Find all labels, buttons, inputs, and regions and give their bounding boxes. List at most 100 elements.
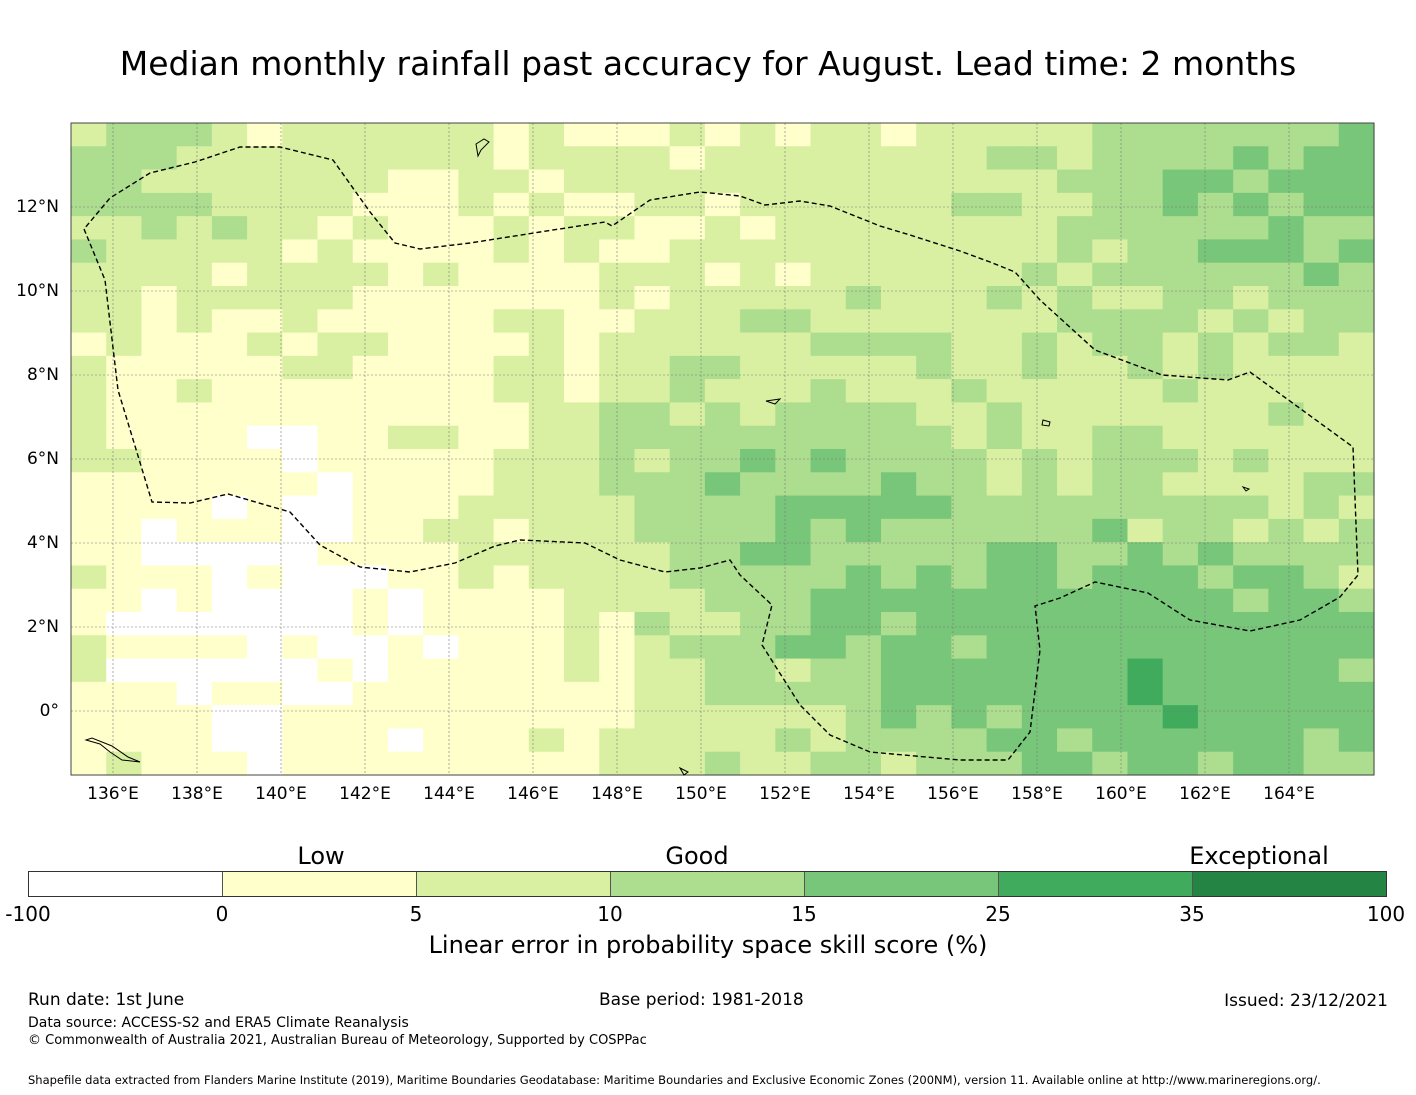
category-exceptional: Exceptional — [1189, 842, 1329, 870]
grid-cell — [1197, 192, 1234, 217]
grid-cell — [599, 681, 636, 706]
grid-cell — [634, 518, 671, 543]
grid-cell — [247, 751, 283, 776]
grid-cell — [352, 472, 389, 497]
grid-cell — [141, 635, 178, 660]
grid-cell — [528, 379, 565, 404]
grid-cell — [810, 681, 847, 706]
grid-cell — [810, 262, 847, 287]
grid-cell — [493, 635, 530, 660]
grid-cell — [1303, 728, 1340, 753]
colorbar-segment — [29, 872, 223, 896]
grid-cell — [634, 612, 671, 636]
grid-cell — [775, 612, 812, 636]
grid-cell — [845, 355, 882, 380]
grid-cell — [951, 565, 988, 590]
grid-cell — [634, 123, 671, 147]
grid-cell — [775, 262, 812, 287]
grid-cell — [1021, 239, 1058, 264]
grid-cell — [141, 402, 178, 427]
grid-cell — [1268, 751, 1305, 776]
grid-cell — [317, 542, 354, 567]
grid-cell — [1092, 239, 1129, 264]
grid-cell — [1338, 449, 1375, 473]
grid-cell — [458, 262, 495, 287]
grid-cell — [775, 425, 812, 450]
grid-cell — [211, 565, 248, 590]
grid-cell — [951, 472, 988, 497]
grid-cell — [176, 658, 213, 683]
grid-cell — [845, 192, 882, 217]
grid-cell — [282, 309, 319, 334]
grid-cell — [1233, 146, 1269, 171]
grid-cell — [282, 472, 319, 497]
grid-cell — [106, 332, 143, 357]
grid-cell — [1233, 518, 1269, 543]
grid-cell — [951, 612, 988, 636]
grid-cell — [1268, 332, 1305, 357]
grid-cell — [845, 169, 882, 194]
grid-cell — [740, 123, 776, 147]
grid-cell — [282, 123, 319, 147]
grid-cell — [247, 309, 283, 334]
grid-cell — [528, 565, 565, 590]
grid-cell — [247, 332, 283, 357]
grid-cell — [1303, 472, 1340, 497]
grid-cell — [1303, 518, 1340, 543]
grid-cell — [423, 355, 459, 380]
grid-cell — [1303, 658, 1340, 683]
grid-cell — [916, 123, 953, 147]
grid-cell — [1057, 542, 1093, 567]
grid-cell — [1092, 495, 1129, 520]
grid-cell — [352, 658, 389, 683]
grid-cell — [458, 658, 495, 683]
grid-cell — [528, 239, 565, 264]
grid-cell — [1162, 309, 1199, 334]
grid-cell — [1127, 239, 1164, 264]
grid-cell — [528, 216, 565, 241]
grid-cell — [1197, 216, 1234, 241]
grid-cell — [352, 635, 389, 660]
grid-cell — [1057, 239, 1093, 264]
grid-cell — [387, 449, 424, 473]
grid-cell — [775, 402, 812, 427]
grid-cell — [71, 472, 107, 497]
grid-cell — [951, 542, 988, 567]
grid-cell — [880, 379, 917, 404]
grid-cell — [1127, 286, 1164, 310]
grid-cell — [564, 565, 600, 590]
grid-cell — [282, 146, 319, 171]
grid-cell — [387, 286, 424, 310]
lon-tick-148e: 148°E — [591, 784, 643, 804]
grid-cell — [317, 402, 354, 427]
grid-cell — [1057, 635, 1093, 660]
grid-cell — [951, 192, 988, 217]
grid-cell — [634, 472, 671, 497]
grid-cell — [493, 705, 530, 730]
grid-cell — [1268, 239, 1305, 264]
grid-cell — [317, 565, 354, 590]
grid-cell — [528, 286, 565, 310]
grid-cell — [282, 705, 319, 730]
grid-cell — [916, 286, 953, 310]
grid-cell — [71, 402, 107, 427]
grid-cell — [1197, 705, 1234, 730]
grid-cell — [247, 449, 283, 473]
grid-cell — [916, 518, 953, 543]
grid-cell — [1057, 402, 1093, 427]
grid-cell — [704, 518, 741, 543]
grid-cell — [176, 123, 213, 147]
grid-cell — [106, 472, 143, 497]
grid-cell — [564, 216, 600, 241]
grid-cell — [951, 658, 988, 683]
grid-cell — [564, 658, 600, 683]
grid-cell — [1197, 332, 1234, 357]
grid-cell — [810, 658, 847, 683]
grid-cell — [247, 262, 283, 287]
grid-cell — [951, 309, 988, 334]
grid-cell — [282, 402, 319, 427]
grid-cell — [106, 518, 143, 543]
grid-cell — [564, 495, 600, 520]
grid-cell — [1233, 355, 1269, 380]
grid-cell — [493, 309, 530, 334]
